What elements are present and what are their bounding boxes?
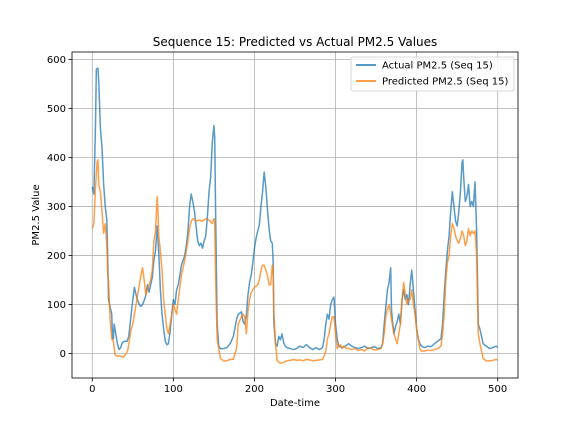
legend: Actual PM2.5 (Seq 15) Predicted PM2.5 (S… xyxy=(350,56,515,92)
y-tick-label: 400 xyxy=(47,153,66,164)
legend-box xyxy=(350,56,515,92)
y-axis-label: PM2.5 Value xyxy=(31,184,42,245)
plot-frame xyxy=(71,51,519,379)
y-tick-label: 300 xyxy=(47,202,66,213)
series-line-predicted xyxy=(91,159,498,365)
x-tick-label: 200 xyxy=(245,384,264,395)
y-axis: 0 100 200 300 400 500 600 xyxy=(47,55,72,360)
grid xyxy=(72,52,518,378)
y-tick-label: 0 xyxy=(60,349,66,360)
series-line-actual xyxy=(91,67,499,351)
legend-label-predicted: Predicted PM2.5 (Seq 15) xyxy=(382,77,509,88)
y-tick-label: 100 xyxy=(47,300,66,311)
y-tick-label: 600 xyxy=(47,55,66,66)
series-layer xyxy=(91,67,499,365)
x-tick-label: 0 xyxy=(89,384,95,395)
y-tick-label: 200 xyxy=(47,251,66,262)
x-tick-label: 100 xyxy=(164,384,183,395)
x-axis: 0 100 200 300 400 500 xyxy=(89,378,507,395)
chart-title: Sequence 15: Predicted vs Actual PM2.5 V… xyxy=(153,35,438,49)
x-tick-label: 500 xyxy=(488,384,507,395)
x-tick-label: 400 xyxy=(407,384,426,395)
x-axis-label: Date-time xyxy=(270,398,320,409)
x-tick-label: 300 xyxy=(326,384,345,395)
y-tick-label: 500 xyxy=(47,104,66,115)
legend-label-actual: Actual PM2.5 (Seq 15) xyxy=(382,61,493,72)
